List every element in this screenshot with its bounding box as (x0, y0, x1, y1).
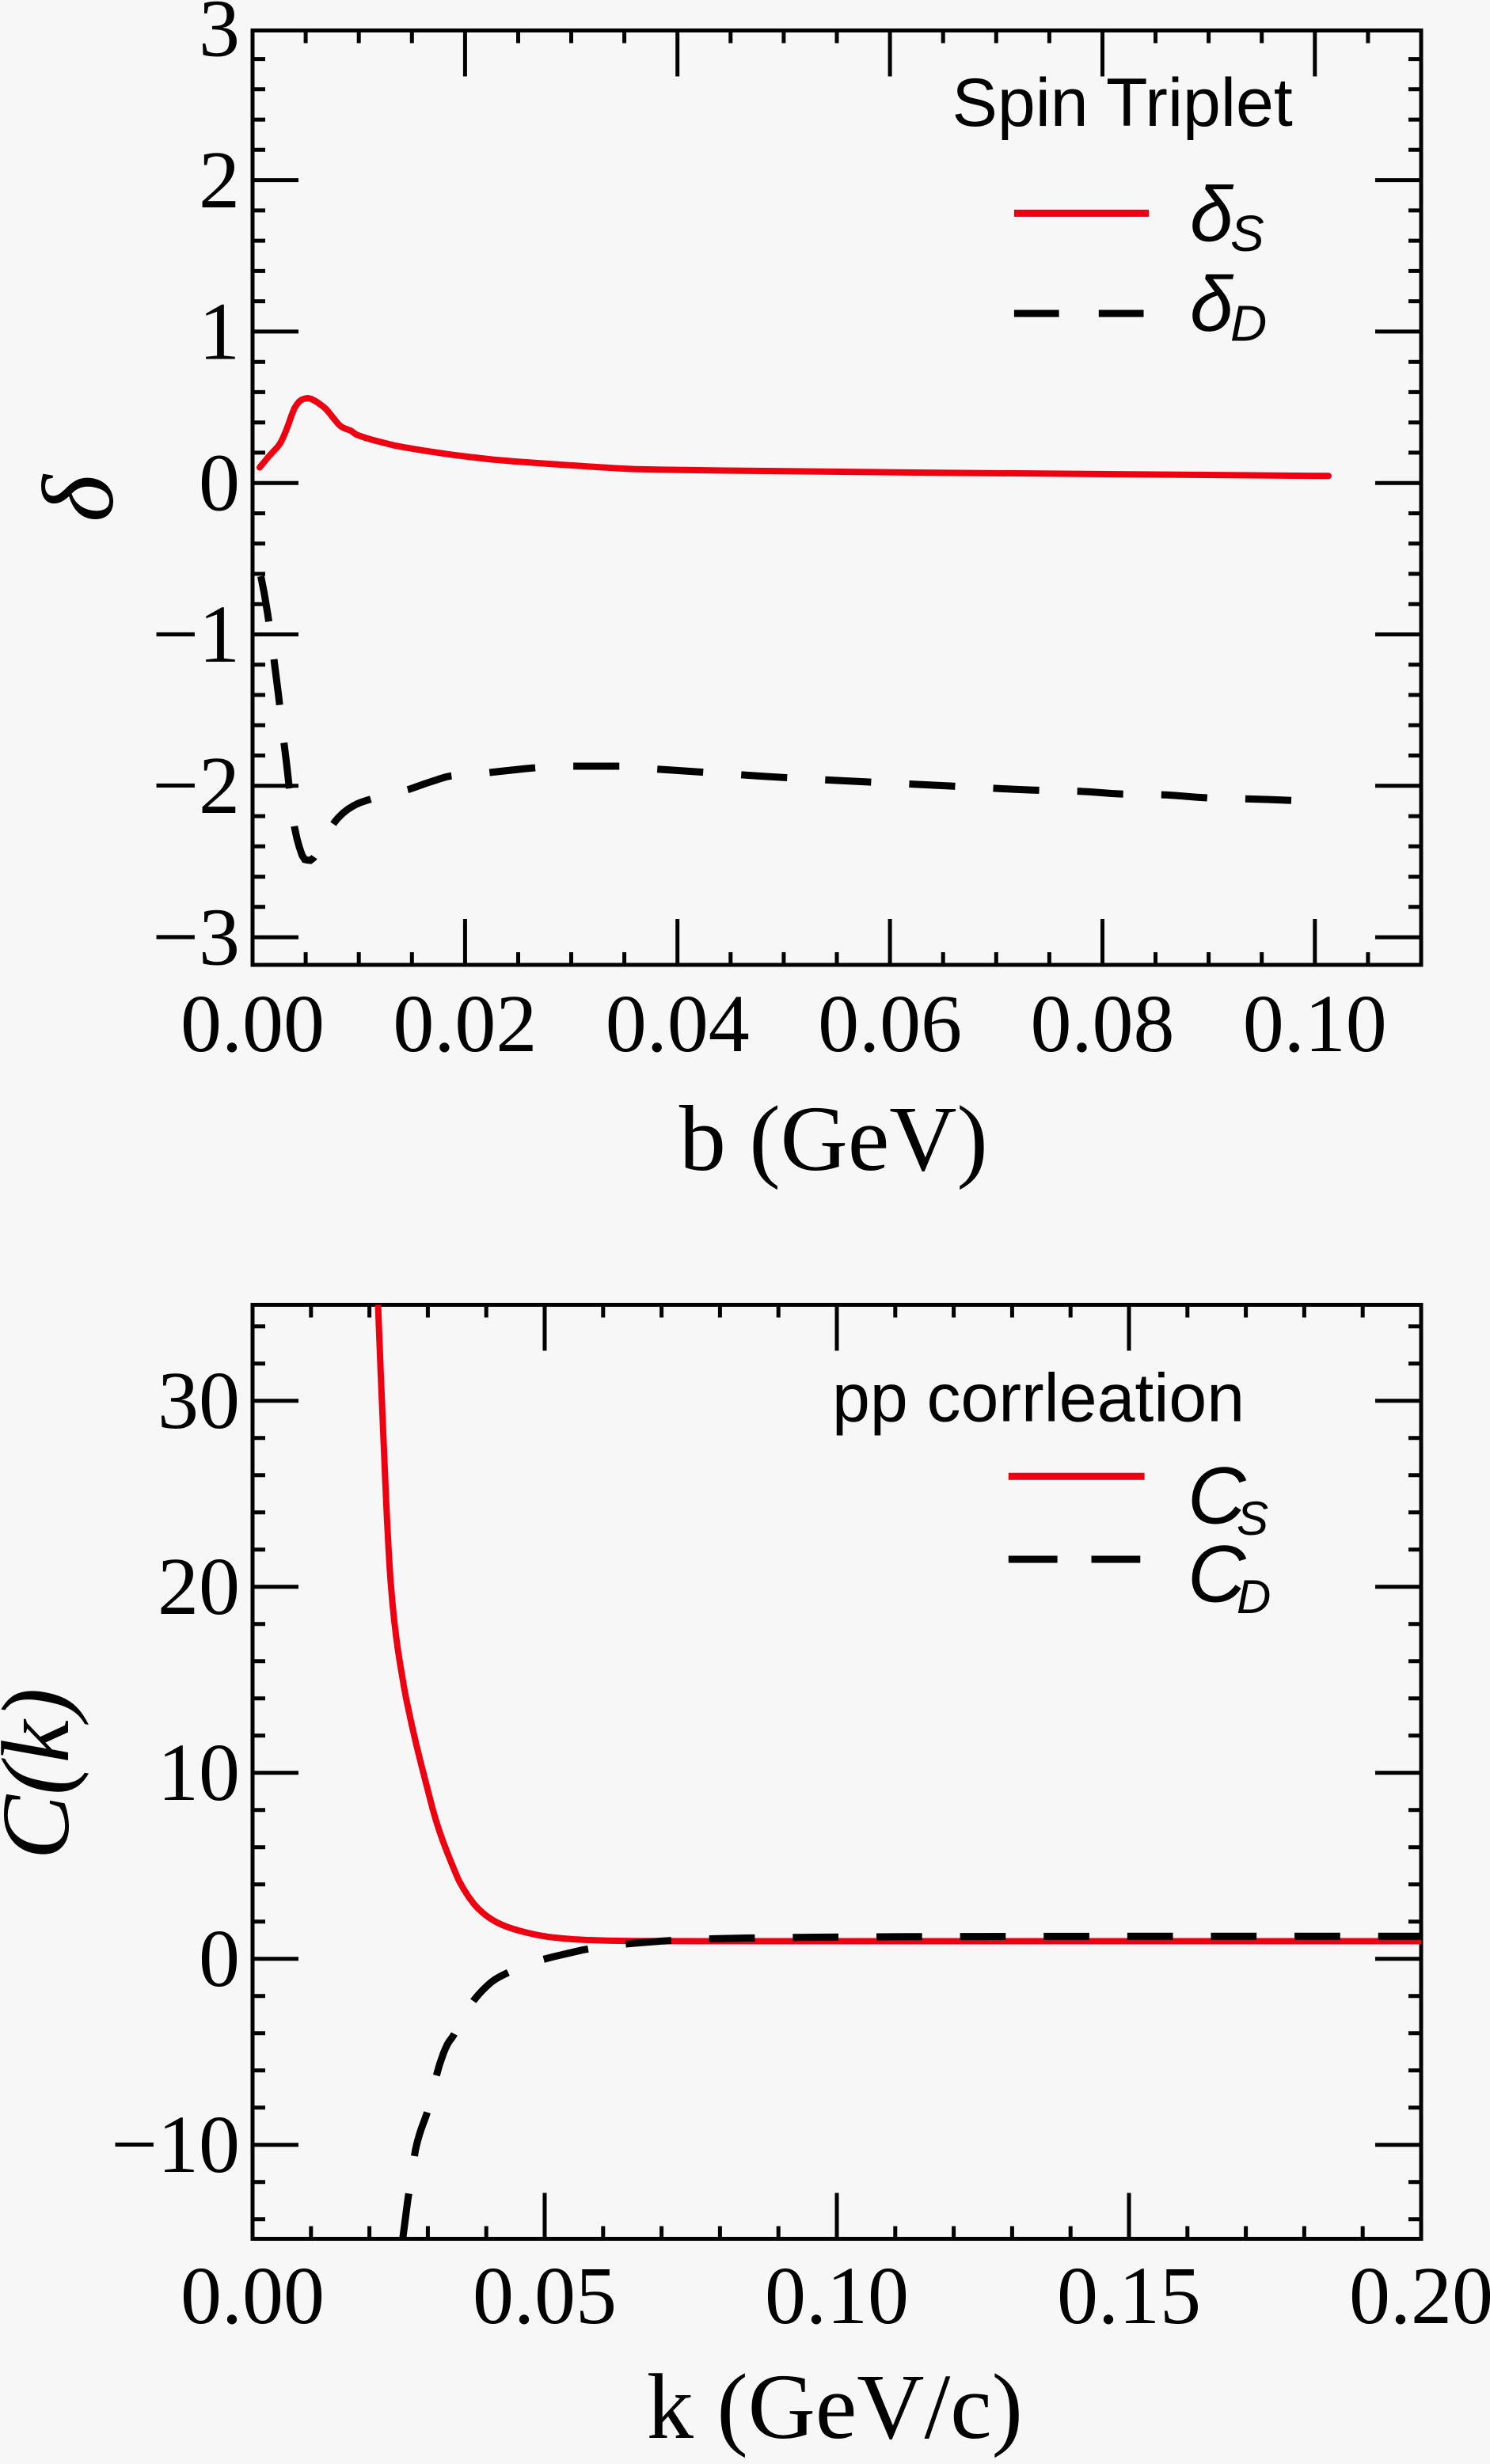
svg-text:20: 20 (158, 1541, 240, 1632)
svg-text:δ: δ (22, 473, 135, 522)
svg-text:0.10: 0.10 (1243, 978, 1387, 1069)
svg-text:1: 1 (199, 286, 240, 377)
svg-text:C(k): C(k) (0, 1688, 89, 1860)
svg-text:0.10: 0.10 (765, 2250, 909, 2341)
svg-text:0.06: 0.06 (818, 978, 962, 1069)
svg-text:0.04: 0.04 (606, 978, 750, 1069)
svg-text:D: D (1230, 295, 1267, 352)
svg-text:30: 30 (158, 1355, 240, 1446)
svg-text:C: C (1188, 1450, 1247, 1540)
svg-text:0.08: 0.08 (1031, 978, 1175, 1069)
svg-text:−2: −2 (152, 740, 240, 831)
svg-text:S: S (1237, 1492, 1268, 1545)
svg-text:0.20: 0.20 (1349, 2250, 1490, 2341)
svg-text:0.02: 0.02 (393, 978, 537, 1069)
svg-text:−3: −3 (152, 892, 240, 983)
svg-text:δ: δ (1190, 260, 1234, 347)
svg-text:2: 2 (199, 135, 240, 226)
svg-text:10: 10 (158, 1727, 240, 1818)
svg-text:S: S (1230, 205, 1264, 262)
svg-text:k (GeV/c): k (GeV/c) (647, 2355, 1023, 2458)
svg-text:0: 0 (199, 438, 240, 529)
svg-text:pp corrleation: pp corrleation (832, 1360, 1245, 1436)
svg-text:0.00: 0.00 (181, 978, 325, 1069)
svg-text:0.00: 0.00 (181, 2250, 325, 2341)
svg-text:C: C (1188, 1529, 1247, 1619)
svg-text:0.05: 0.05 (473, 2250, 617, 2341)
svg-text:D: D (1237, 1570, 1271, 1623)
svg-text:−1: −1 (152, 589, 240, 680)
svg-text:0: 0 (199, 1913, 240, 2004)
svg-text:δ: δ (1190, 171, 1234, 258)
svg-text:Spin Triplet: Spin Triplet (952, 65, 1293, 141)
svg-text:b (GeV): b (GeV) (679, 1087, 988, 1190)
svg-text:3: 3 (199, 0, 240, 74)
svg-text:−10: −10 (111, 2099, 240, 2190)
svg-text:0.15: 0.15 (1057, 2250, 1201, 2341)
